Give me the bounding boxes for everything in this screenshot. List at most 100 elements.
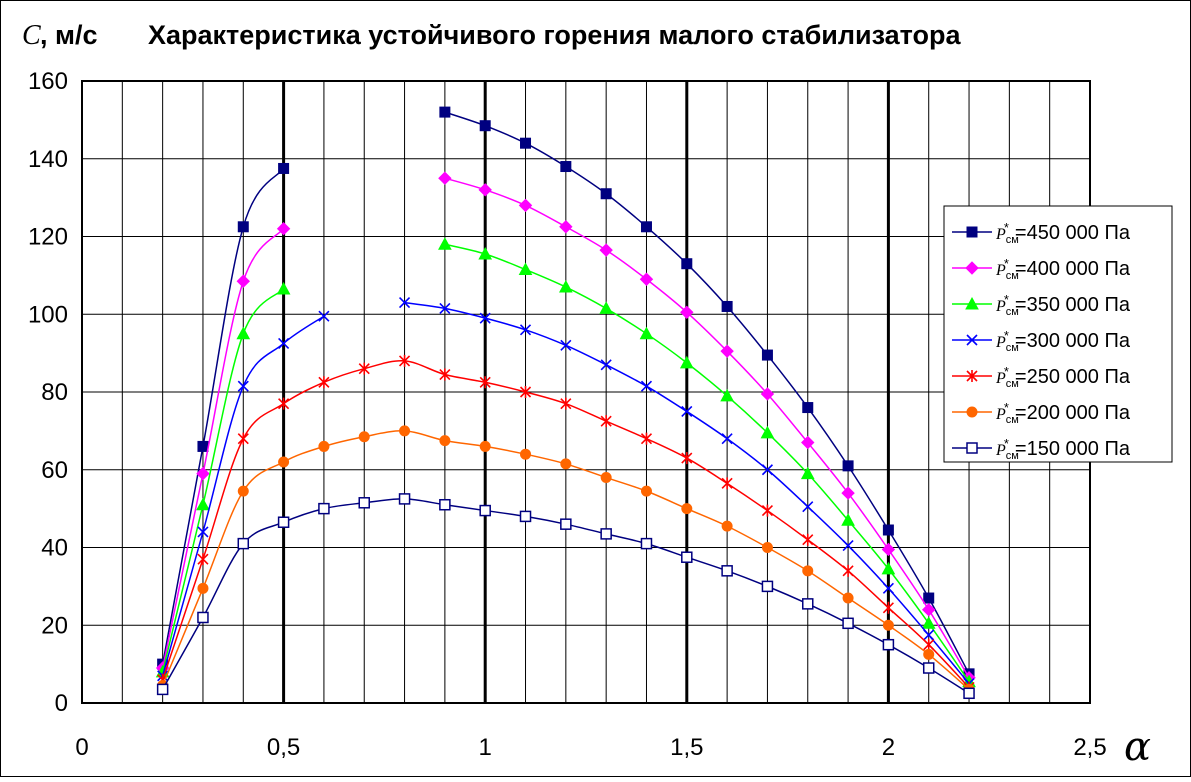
data-point (439, 106, 451, 118)
data-point (197, 553, 209, 566)
data-point (236, 274, 250, 288)
data-point (681, 551, 693, 563)
series-1 (155, 171, 976, 685)
data-point (196, 497, 210, 511)
x-tick-labels: 0 0,5 1 1,5 2 2,5 (75, 734, 1106, 761)
data-point (640, 221, 652, 233)
data-point (197, 440, 209, 452)
y-axis-symbol: C (22, 20, 41, 51)
legend-entry: Pсм* =200 000 Па (952, 400, 1131, 426)
legend: Pсм* =450 000 Па Pсм* =400 000 Па Pсм* =350 0… (943, 205, 1173, 463)
data-point (237, 380, 249, 392)
legend-label: Pсм* =400 000 Па (995, 256, 1131, 282)
data-point (560, 161, 572, 173)
data-point (237, 432, 249, 445)
y-tick-label: 60 (41, 457, 68, 484)
data-point (922, 602, 936, 617)
data-point (639, 326, 654, 340)
data-point (680, 305, 694, 320)
data-point (721, 565, 733, 577)
legend-label: Pсм* =150 000 Па (995, 436, 1131, 462)
data-point (560, 397, 572, 410)
data-point (318, 310, 330, 322)
legend-label: Pсм* =300 000 Па (995, 328, 1131, 354)
data-point (520, 137, 532, 149)
data-point (882, 638, 895, 651)
data-point (278, 337, 290, 349)
legend-marker (966, 406, 978, 418)
data-point (640, 537, 653, 550)
data-point (761, 349, 773, 361)
data-point (197, 611, 209, 624)
data-point (398, 297, 411, 309)
y-tick-label: 140 (28, 146, 68, 173)
data-point (278, 456, 290, 468)
data-point (399, 425, 411, 437)
data-point (802, 501, 814, 513)
y-tick-label: 20 (41, 612, 68, 639)
data-point (558, 279, 573, 293)
data-point (761, 464, 774, 476)
y-tick-label: 120 (28, 224, 68, 251)
data-point (398, 493, 411, 505)
data-point (721, 477, 733, 490)
data-point (479, 504, 491, 517)
data-point (720, 388, 734, 402)
data-point (842, 617, 854, 630)
legend-entry: Pсм* =150 000 Па (952, 436, 1131, 462)
y-tick-label: 160 (28, 68, 68, 95)
legend-label: Pсм* =450 000 Па (995, 220, 1131, 246)
data-point (559, 220, 573, 234)
series-4 (157, 354, 975, 694)
legend-marker (966, 370, 978, 382)
data-point (923, 648, 935, 660)
data-point (639, 272, 654, 286)
data-point (760, 387, 775, 401)
x-tick-label: 1 (479, 734, 492, 761)
data-point (479, 312, 491, 324)
data-point (882, 582, 894, 594)
y-tick-label: 100 (28, 301, 68, 328)
data-point (479, 376, 491, 389)
data-point (478, 246, 493, 260)
y-tick-labels: 0 20 40 60 80 100 120 140 160 (28, 68, 68, 717)
data-point (802, 565, 814, 577)
data-point (842, 564, 854, 577)
data-point (923, 629, 935, 641)
data-point (276, 281, 291, 295)
data-point (278, 397, 290, 410)
data-point (479, 120, 491, 132)
data-point (439, 435, 451, 447)
data-point (358, 497, 370, 509)
data-point (720, 344, 734, 358)
data-point (276, 222, 291, 236)
data-point (277, 516, 290, 528)
y-tick-label: 80 (41, 379, 68, 406)
data-point (519, 324, 532, 336)
x-tick-label: 2,5 (1073, 734, 1106, 761)
x-axis-label: α (1124, 724, 1151, 770)
series-line (161, 360, 970, 688)
data-point (760, 425, 775, 439)
data-point (519, 386, 532, 398)
data-point (600, 472, 612, 484)
data-point (963, 687, 975, 700)
data-point (721, 520, 733, 532)
data-point (801, 435, 815, 450)
data-point (237, 485, 249, 497)
x-tick-label: 0,5 (267, 734, 300, 761)
data-point (196, 466, 210, 481)
data-point (923, 592, 935, 604)
data-point (599, 301, 614, 314)
x-tick-label: 0 (75, 734, 88, 761)
legend-entry: Pсм* =350 000 Па (952, 292, 1131, 318)
series-3 (157, 297, 975, 690)
legend-box (943, 205, 1173, 463)
legend-entry: Pсм* =300 000 Па (952, 328, 1131, 354)
data-point (841, 486, 855, 500)
data-point (358, 362, 370, 375)
legend-entry: Pсм* =250 000 Па (952, 364, 1131, 390)
data-point (478, 183, 492, 197)
data-point (600, 528, 612, 540)
